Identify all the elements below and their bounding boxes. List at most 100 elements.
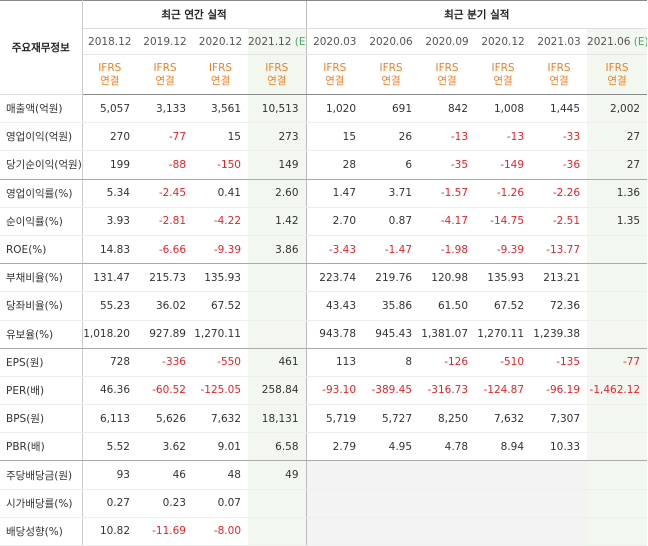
table-row: 매출액(억원) 5,057 3,133 3,561 10,513 1,020 691 842 1… [0, 94, 648, 124]
table-cell: 9.01 [193, 432, 248, 462]
table-cell [531, 460, 588, 490]
table-cell: -336 [137, 348, 193, 377]
ifrs-badge: IFRS 연결 [248, 54, 307, 95]
table-cell: 10.82 [82, 517, 137, 546]
table-cell: -510 [475, 348, 532, 377]
table-cell: 72.36 [531, 291, 588, 321]
table-cell: -125.05 [193, 376, 248, 406]
table-cell: 0.27 [82, 489, 137, 518]
table-cell [363, 460, 420, 490]
period-header-cell: 2020.12 [475, 28, 532, 55]
period-header-cell: 2018.12 [82, 28, 137, 55]
table-row: 시가배당률(%) 0.27 0.23 0.07 [0, 489, 648, 518]
table-cell: -135 [531, 348, 588, 377]
table-cell: -4.22 [193, 207, 248, 236]
table-row: ROE(%) 14.83 -6.66 -9.39 3.86 -3.43 -1.47 -1.98… [0, 235, 648, 265]
table-cell: 61.50 [419, 291, 476, 321]
table-row: 부채비율(%) 131.47 215.73 135.93 223.74 219.76 120… [0, 263, 648, 293]
table-cell: 35.86 [363, 291, 420, 321]
header-label: 주요재무정보 [0, 0, 83, 95]
consolidated-label: 연결 [381, 74, 401, 87]
table-cell: -1.98 [419, 235, 476, 265]
table-cell: 927.89 [137, 320, 193, 349]
table-cell [419, 489, 476, 518]
table-cell: 3.62 [137, 432, 193, 462]
consolidated-label: 연결 [607, 74, 627, 87]
ifrs-badge: IFRS 연결 [587, 54, 648, 95]
ifrs-label: IFRS [153, 61, 177, 74]
table-cell: -2.26 [531, 179, 588, 208]
period-label: 2020.03 [313, 35, 357, 48]
consolidated-label: 연결 [493, 74, 513, 87]
table-cell: 258.84 [248, 376, 307, 406]
consolidated-label: 연결 [267, 74, 287, 87]
table-cell: 943.78 [305, 320, 364, 349]
table-cell [475, 489, 532, 518]
table-cell [363, 517, 420, 546]
table-cell [587, 404, 648, 434]
table-cell: 1,270.11 [475, 320, 532, 349]
table-cell [531, 489, 588, 518]
ifrs-label: IFRS [265, 61, 289, 74]
row-label: PBR(배) [0, 432, 83, 462]
table-cell: -77 [587, 348, 648, 377]
ifrs-badge: IFRS 연결 [475, 54, 532, 95]
table-cell: -1.47 [363, 235, 420, 265]
table-cell: 1.36 [587, 179, 648, 208]
table-row: 순이익률(%) 3.93 -2.81 -4.22 1.42 2.70 0.87 -4.17 -1… [0, 207, 648, 236]
ifrs-label: IFRS [547, 61, 571, 74]
table-cell: 135.93 [475, 263, 532, 293]
table-cell: 270 [82, 122, 137, 152]
table-cell: -550 [193, 348, 248, 377]
table-cell: -8.00 [193, 517, 248, 546]
ifrs-badge: IFRS 연결 [193, 54, 248, 95]
consolidated-label: 연결 [155, 74, 175, 87]
table-cell: -35 [419, 150, 476, 180]
table-cell: 0.41 [193, 179, 248, 208]
table-cell: 1.35 [587, 207, 648, 236]
period-label: 2020.09 [425, 35, 469, 48]
row-label: EPS(원) [0, 348, 83, 377]
period-label: 2021.03 [537, 35, 581, 48]
table-cell [248, 489, 307, 518]
table-cell: 3,133 [137, 94, 193, 124]
period-label: 2020.06 [369, 35, 413, 48]
table-cell: 93 [82, 460, 137, 490]
table-cell: 15 [193, 122, 248, 152]
table-cell: 1,008 [475, 94, 532, 124]
table-cell: -3.43 [305, 235, 364, 265]
table-cell: -77 [137, 122, 193, 152]
table-cell: 46 [137, 460, 193, 490]
table-cell: 0.23 [137, 489, 193, 518]
table-cell: 4.78 [419, 432, 476, 462]
table-cell: -13 [419, 122, 476, 152]
table-cell: 5,719 [305, 404, 364, 434]
table-cell: -88 [137, 150, 193, 180]
table-cell: 10.33 [531, 432, 588, 462]
ifrs-header-row: IFRS 연결 IFRS 연결 IFRS 연결 IFRS 연결 IFRS 연결 IFRS 연결 IFRS… [0, 54, 648, 95]
table-row: 당기순이익(억원) 199 -88 -150 149 28 6 -35 -149 -36 27 [0, 150, 648, 180]
table-cell: -93.10 [305, 376, 364, 406]
period-label: 2019.12 [143, 35, 187, 48]
table-cell: -14.75 [475, 207, 532, 236]
table-cell [587, 320, 648, 349]
estimate-mark: (E) [630, 35, 648, 48]
table-cell: -2.45 [137, 179, 193, 208]
table-cell [587, 460, 648, 490]
row-label: 시가배당률(%) [0, 489, 83, 518]
row-label: 부채비율(%) [0, 263, 83, 293]
table-cell [475, 460, 532, 490]
table-cell: -11.69 [137, 517, 193, 546]
table-cell [363, 489, 420, 518]
ifrs-badge: IFRS 연결 [305, 54, 364, 95]
row-label: 순이익률(%) [0, 207, 83, 236]
ifrs-badge: IFRS 연결 [363, 54, 420, 95]
row-label: 배당성향(%) [0, 517, 83, 546]
table-cell: -389.45 [363, 376, 420, 406]
table-cell: 2.60 [248, 179, 307, 208]
table-cell: 3.86 [248, 235, 307, 265]
table-cell: -126 [419, 348, 476, 377]
table-cell: 1,381.07 [419, 320, 476, 349]
row-label: ROE(%) [0, 235, 83, 265]
table-cell: 3.71 [363, 179, 420, 208]
